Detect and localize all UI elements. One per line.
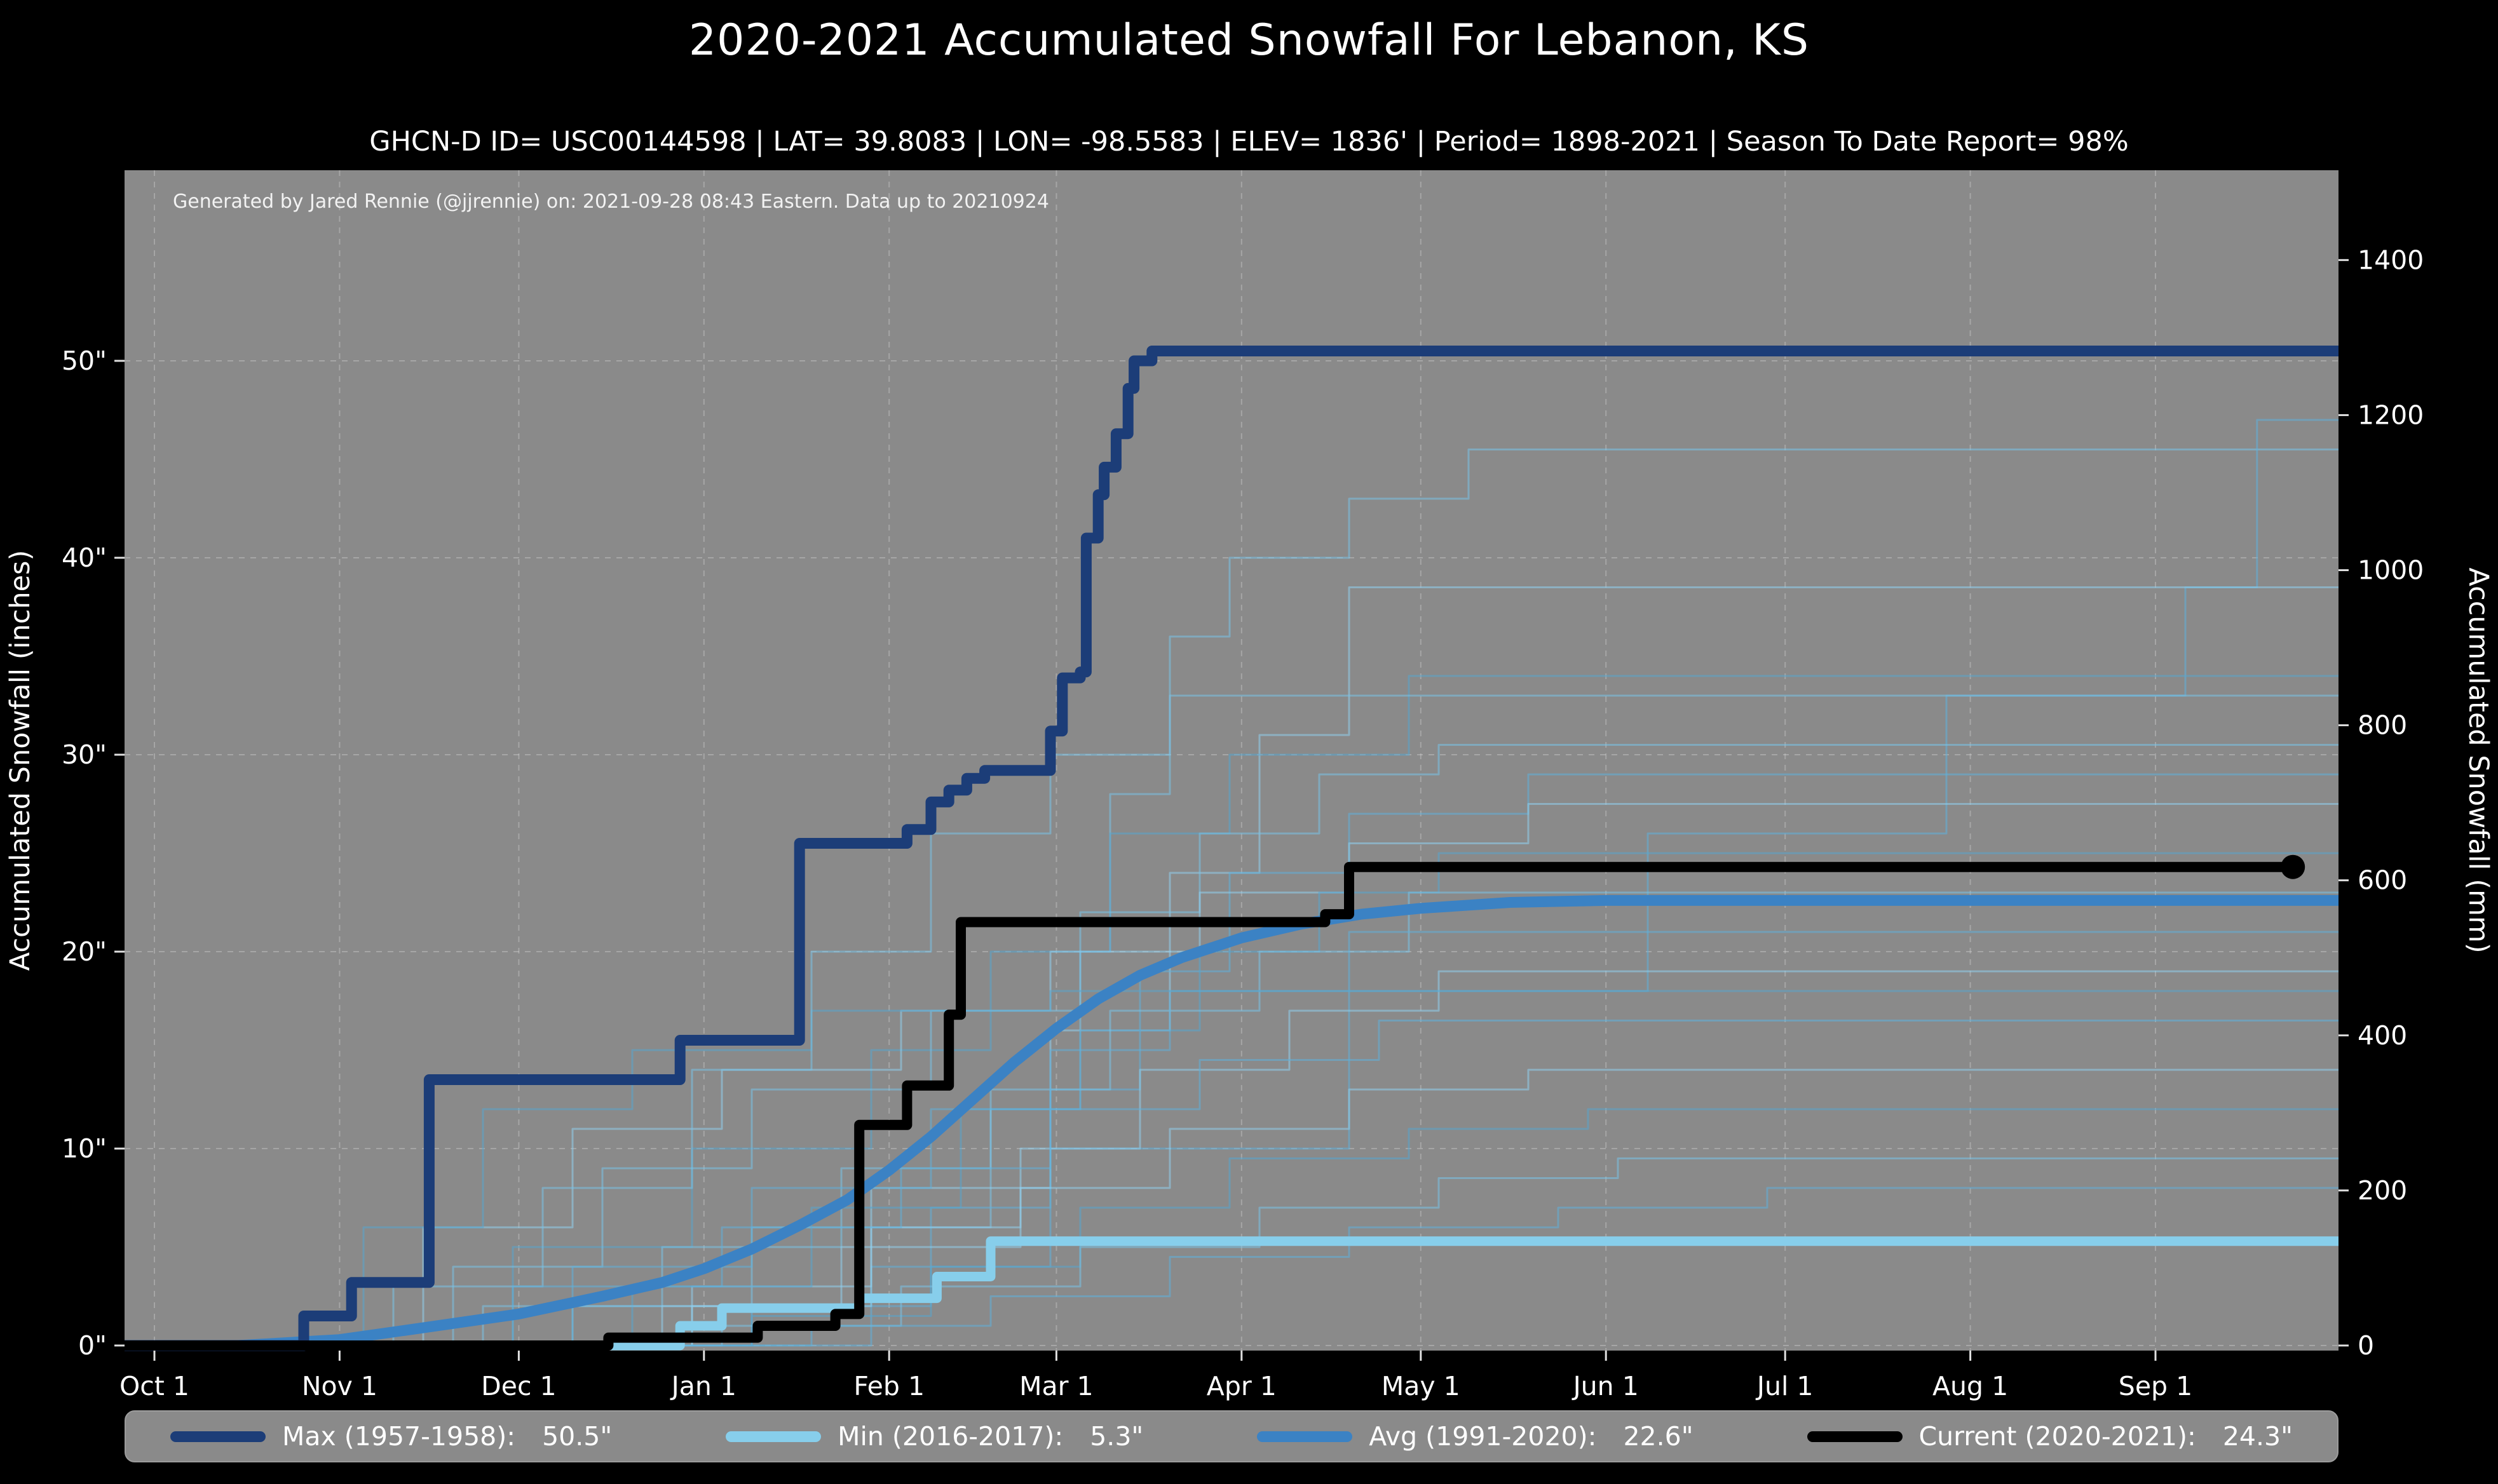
right-tick-label: 600 (2358, 865, 2407, 896)
historical-season-line (125, 1069, 2338, 1347)
right-tick-label: 1200 (2358, 400, 2424, 430)
chart-legend: Max (1957-1958): 50.5" Min (2016-2017): 5.3… (125, 1410, 2338, 1462)
historical-season-line (125, 852, 2338, 1347)
x-tick-label: Apr 1 (1207, 1371, 1277, 1401)
x-tick-label: Mar 1 (1019, 1371, 1093, 1401)
series-line-avg-1991-2020- (125, 894, 2338, 1351)
x-tick-label: Jan 1 (670, 1371, 737, 1401)
left-tick-label: 20" (62, 936, 107, 967)
page-title: 2020-2021 Accumulated Snowfall For Leban… (688, 15, 1810, 65)
legend-label: Max (1957-1958): (282, 1421, 516, 1452)
current-endpoint-marker (2281, 854, 2305, 879)
historical-season-line (125, 891, 2338, 1347)
left-tick-label: 10" (62, 1133, 107, 1164)
legend-item: Current (2020-2021): 24.3" (1807, 1421, 2293, 1452)
right-tick-label: 1000 (2358, 555, 2424, 586)
legend-line-swatch (170, 1431, 266, 1442)
right-tick-label: 0 (2358, 1330, 2374, 1361)
legend-label: Min (2016-2017): (838, 1421, 1064, 1452)
historical-season-line (125, 1108, 2338, 1347)
right-axis-title: Accumulated Snowfall (mm) (2462, 567, 2494, 953)
legend-value: 5.3" (1090, 1421, 1144, 1452)
legend-label: Avg (1991-2020): (1369, 1421, 1597, 1452)
legend-line-swatch (1257, 1431, 1353, 1442)
x-tick-label: Aug 1 (1932, 1371, 2008, 1401)
legend-value: 22.6" (1623, 1421, 1694, 1452)
left-tick-label: 0" (78, 1330, 107, 1361)
right-tick-label: 800 (2358, 710, 2407, 741)
left-tick-label: 30" (62, 739, 107, 770)
generated-by-annotation: Generated by Jared Rennie (@jjrennie) on… (173, 191, 1049, 213)
legend-label: Current (2020-2021): (1918, 1421, 2196, 1452)
x-tick-label: Dec 1 (481, 1371, 556, 1401)
right-tick-label: 1400 (2358, 245, 2424, 275)
x-tick-label: Oct 1 (119, 1371, 189, 1401)
legend-value: 24.3" (2222, 1421, 2293, 1452)
right-tick-label: 400 (2358, 1020, 2407, 1051)
legend-item: Max (1957-1958): 50.5" (170, 1421, 612, 1452)
x-tick-label: Jul 1 (1755, 1371, 1814, 1401)
x-tick-label: Nov 1 (302, 1371, 377, 1401)
legend-item: Min (2016-2017): 5.3" (726, 1421, 1143, 1452)
historical-season-line (125, 1187, 2338, 1347)
historical-season-line (125, 675, 2338, 1347)
series-line-max-1957-1958- (125, 346, 2338, 1351)
historical-season-line (125, 694, 2338, 1347)
x-tick-label: Jun 1 (1571, 1371, 1639, 1401)
x-tick-label: May 1 (1381, 1371, 1460, 1401)
plot-area (125, 170, 2338, 1351)
right-tick-label: 200 (2358, 1175, 2407, 1206)
legend-line-swatch (1807, 1431, 1903, 1442)
left-tick-label: 50" (62, 346, 107, 376)
legend-line-swatch (726, 1431, 822, 1442)
x-tick-label: Feb 1 (853, 1371, 925, 1401)
legend-value: 50.5" (542, 1421, 613, 1452)
series-line-current-2020-2021- (125, 861, 2293, 1351)
legend-item: Avg (1991-2020): 22.6" (1257, 1421, 1694, 1452)
station-metadata-subtitle: GHCN-D ID= USC00144598 | LAT= 39.8083 | … (369, 126, 2129, 158)
left-tick-label: 40" (62, 543, 107, 573)
x-tick-label: Sep 1 (2119, 1371, 2192, 1401)
left-axis-title: Accumulated Snowfall (inches) (4, 550, 36, 971)
